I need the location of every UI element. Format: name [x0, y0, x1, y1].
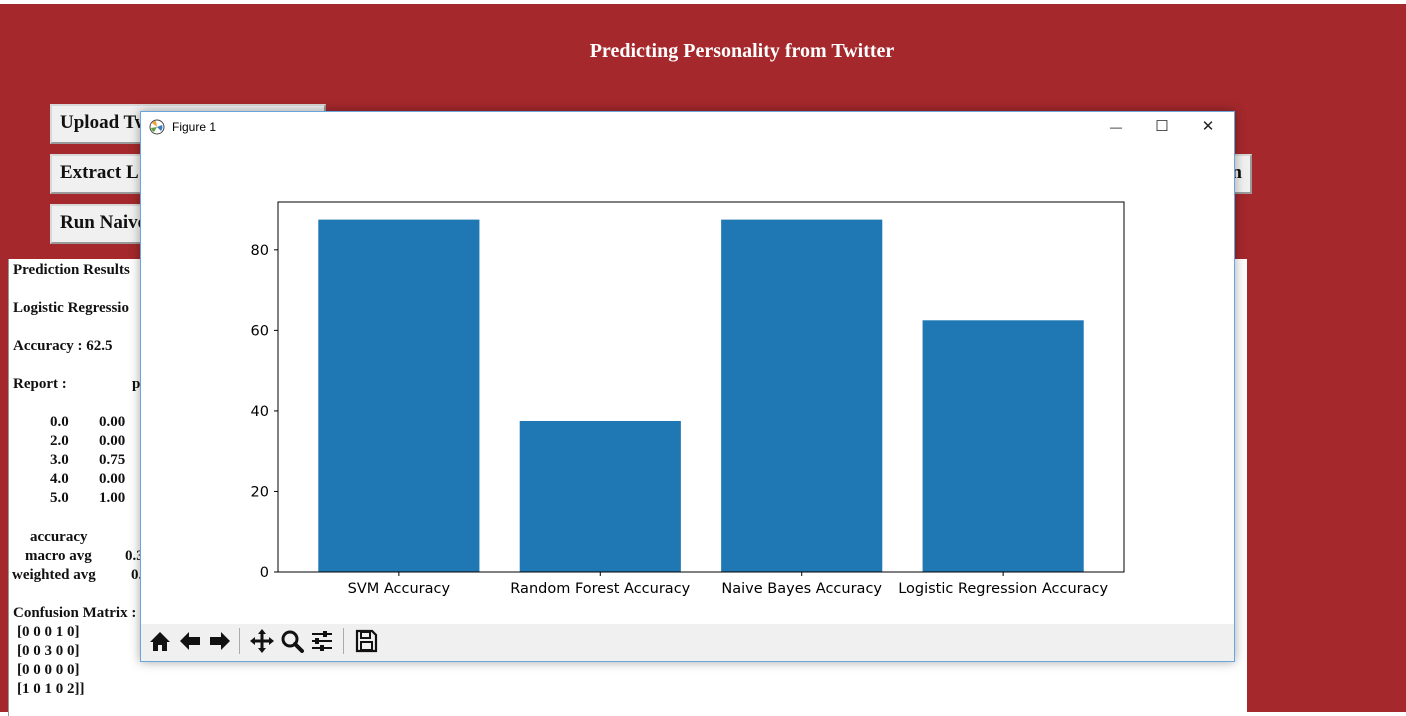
weighted-avg-partial: 0. — [131, 567, 143, 583]
zoom-icon[interactable] — [277, 626, 307, 656]
confusion-row: [0 0 3 0 0] — [17, 643, 80, 659]
report-header-partial: p — [132, 376, 141, 392]
run-naive-button-label: Run Naive — [60, 212, 147, 233]
configure-subplots-icon[interactable] — [307, 626, 337, 656]
x-tick-label: Logistic Regression Accuracy — [898, 581, 1108, 597]
x-tick-label: SVM Accuracy — [348, 581, 451, 597]
right-action-button-label: n — [1231, 162, 1242, 183]
report-label: Report : — [13, 376, 67, 392]
matplotlib-icon — [149, 119, 165, 135]
report-row-value: 0.00 — [99, 414, 126, 430]
accuracy-row-label: accuracy — [30, 529, 88, 545]
report-row-label: 3.0 — [50, 452, 69, 468]
close-button[interactable]: ✕ — [1201, 118, 1215, 135]
figure-toolbar — [141, 624, 1234, 661]
report-row-label: 0.0 — [50, 414, 69, 430]
bar — [519, 420, 681, 572]
bar-chart[interactable]: SVM Accuracy Random Forest Accuracy Naive … — [141, 142, 1234, 624]
model-name: Logistic Regressio — [13, 300, 129, 316]
home-icon[interactable] — [145, 626, 175, 656]
report-row-label: 5.0 — [50, 490, 69, 506]
toolbar-separator — [239, 628, 240, 654]
y-tick-label: 80 — [251, 243, 269, 259]
y-tick-label: 20 — [251, 484, 269, 500]
weighted-avg-label: weighted avg — [12, 567, 96, 583]
toolbar-separator — [343, 628, 344, 654]
report-row-value: 0.75 — [99, 452, 126, 468]
save-icon[interactable] — [351, 626, 381, 656]
y-tick-label: 60 — [251, 323, 269, 339]
macro-avg-label: macro avg — [25, 548, 92, 564]
extract-button-label: Extract L — [60, 162, 139, 183]
confusion-row: [0 0 0 1 0] — [17, 624, 80, 640]
x-tick-label: Naive Bayes Accuracy — [721, 581, 882, 597]
results-heading: Prediction Results — [13, 262, 130, 278]
x-tick-label: Random Forest Accuracy — [510, 581, 690, 597]
macro-avg-partial: 0.3 — [125, 548, 144, 564]
bar — [922, 320, 1084, 572]
confusion-row: [0 0 0 0 0] — [17, 662, 80, 678]
upload-button-label: Upload Tw — [60, 112, 149, 133]
y-tick-label: 0 — [260, 565, 269, 581]
maximize-button[interactable]: ☐ — [1155, 118, 1169, 135]
app-title: Predicting Personality from Twitter — [589, 40, 895, 62]
confusion-row: [1 0 1 0 2]] — [17, 681, 85, 697]
figure-title-bar[interactable]: Figure 1 — ☐ ✕ — [141, 112, 1234, 142]
figure-window: Figure 1 — ☐ ✕ SVM Accuracy Random Forest… — [140, 111, 1235, 662]
bar — [721, 219, 883, 572]
accuracy-text: Accuracy : 62.5 — [13, 338, 113, 354]
figure-title: Figure 1 — [172, 120, 217, 134]
plot-frame — [277, 201, 1125, 573]
pan-icon[interactable] — [247, 626, 277, 656]
back-arrow-icon[interactable] — [175, 626, 205, 656]
forward-arrow-icon[interactable] — [205, 626, 235, 656]
report-row-value: 0.00 — [99, 471, 126, 487]
confusion-matrix-label: Confusion Matrix : — [13, 605, 137, 621]
report-row-label: 4.0 — [50, 471, 69, 487]
report-row-value: 0.00 — [99, 433, 126, 449]
report-row-value: 1.00 — [99, 490, 126, 506]
bar — [318, 219, 480, 572]
report-row-label: 2.0 — [50, 433, 69, 449]
y-tick-label: 40 — [251, 404, 269, 420]
minimize-button[interactable]: — — [1110, 120, 1122, 134]
